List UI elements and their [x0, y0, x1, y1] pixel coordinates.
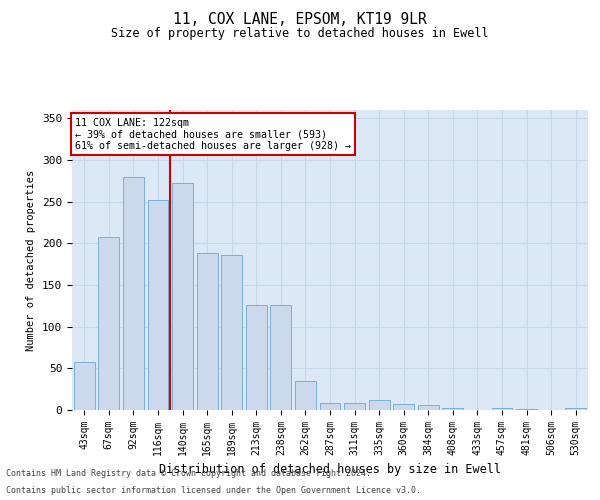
Bar — [221, 255, 242, 410]
Bar — [271, 305, 292, 410]
Text: 11 COX LANE: 122sqm
← 39% of detached houses are smaller (593)
61% of semi-detac: 11 COX LANE: 122sqm ← 39% of detached ho… — [74, 118, 350, 150]
Bar — [74, 362, 95, 410]
Bar — [246, 305, 267, 410]
Bar — [98, 236, 119, 410]
Y-axis label: Number of detached properties: Number of detached properties — [26, 170, 37, 350]
Text: Size of property relative to detached houses in Ewell: Size of property relative to detached ho… — [111, 28, 489, 40]
Text: Contains HM Land Registry data © Crown copyright and database right 2024.: Contains HM Land Registry data © Crown c… — [6, 468, 371, 477]
Bar — [418, 405, 439, 410]
Bar — [295, 381, 316, 410]
Bar — [565, 408, 586, 410]
Bar — [148, 200, 169, 410]
Bar — [368, 400, 389, 410]
Text: Contains public sector information licensed under the Open Government Licence v3: Contains public sector information licen… — [6, 486, 421, 495]
Bar — [491, 408, 512, 410]
Bar — [123, 176, 144, 410]
Bar — [442, 408, 463, 410]
Bar — [344, 404, 365, 410]
Bar — [197, 254, 218, 410]
Bar — [393, 404, 414, 410]
Bar — [516, 409, 537, 410]
Text: 11, COX LANE, EPSOM, KT19 9LR: 11, COX LANE, EPSOM, KT19 9LR — [173, 12, 427, 28]
X-axis label: Distribution of detached houses by size in Ewell: Distribution of detached houses by size … — [159, 464, 501, 476]
Bar — [320, 402, 340, 410]
Bar — [172, 184, 193, 410]
